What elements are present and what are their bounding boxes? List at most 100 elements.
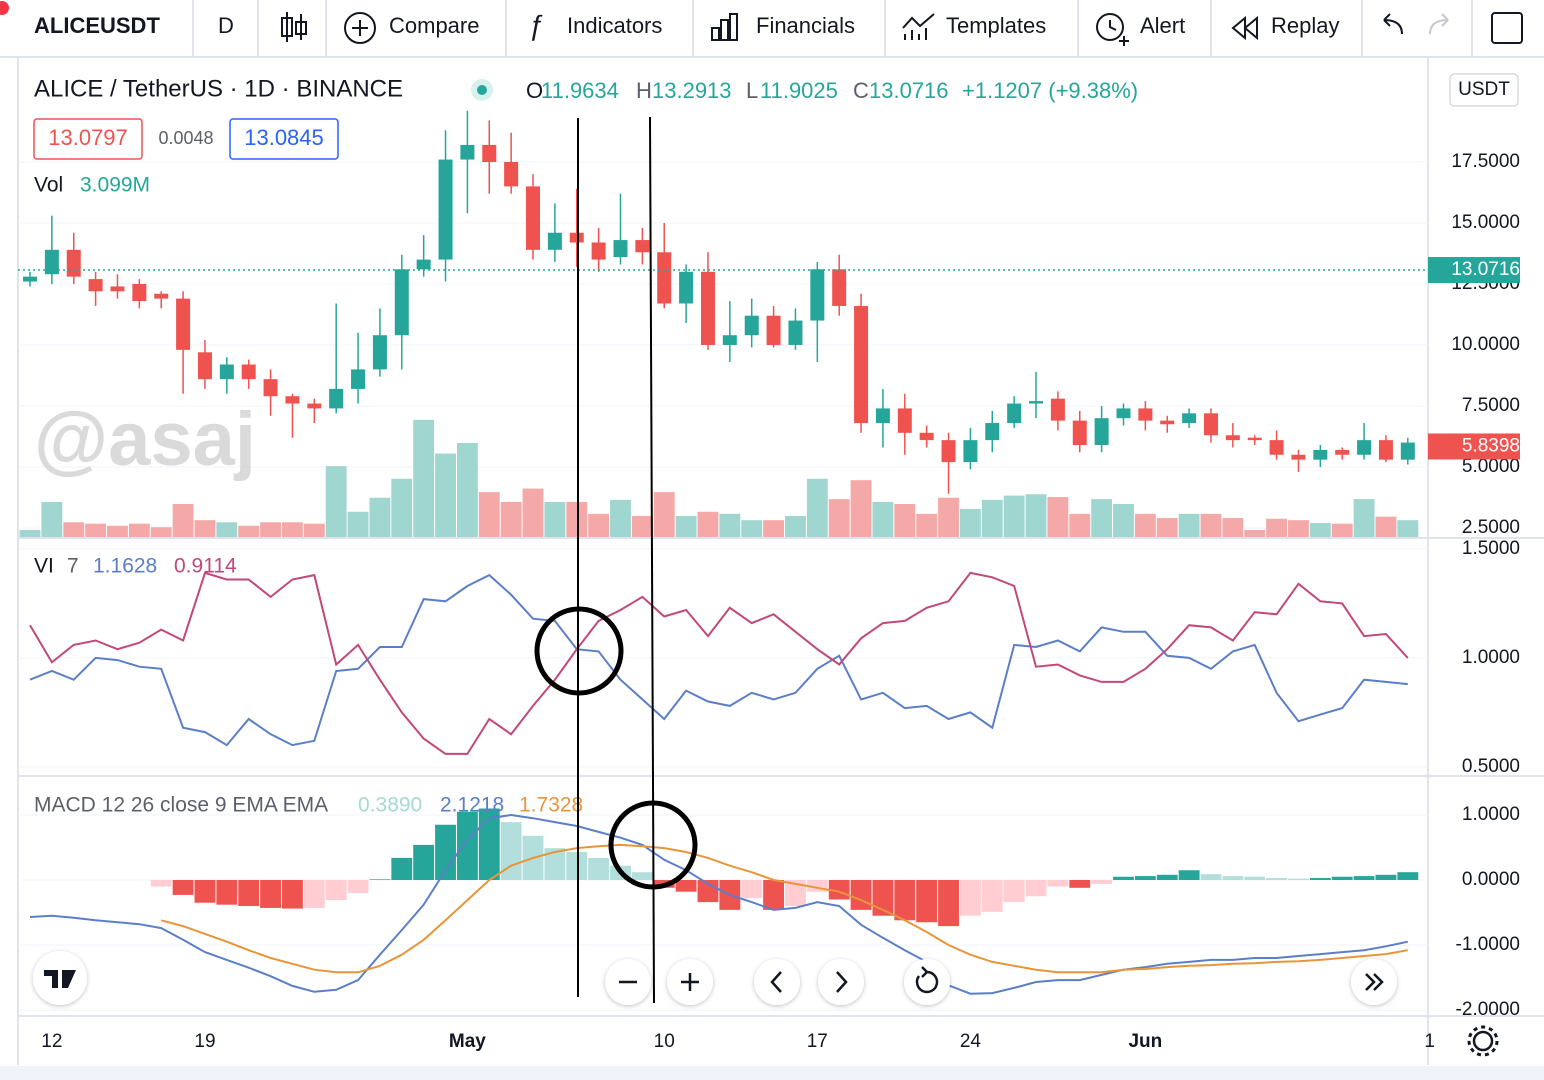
volume-label: Vol [34, 174, 63, 197]
macd-signal-value: 1.7328 [519, 794, 583, 817]
compare-button[interactable]: Compare [389, 13, 479, 38]
candle-body [1357, 440, 1372, 455]
ohlc-value: 13.2913 [652, 78, 732, 103]
change: +1.1207 (+9.38%) [962, 78, 1138, 103]
symbol[interactable]: ALICEUSDT [34, 13, 160, 38]
undo-icon[interactable] [1383, 13, 1403, 35]
histogram-bar [413, 844, 435, 880]
templates-icon[interactable] [902, 13, 935, 40]
candle-body [1138, 408, 1153, 421]
candle-body [941, 440, 956, 463]
layout-icon[interactable] [1491, 12, 1523, 44]
alert-button[interactable]: Alert [1140, 13, 1185, 38]
scroll-left-icon [770, 971, 782, 993]
reset[interactable] [904, 959, 950, 1005]
histogram-bar [1069, 879, 1091, 888]
histogram-bar [894, 879, 916, 921]
scroll-to-end-icon [1365, 973, 1384, 991]
volume-bar [216, 522, 238, 537]
candle-body [197, 352, 212, 380]
volume-bar [828, 499, 850, 537]
vi-plus-value: 1.1628 [93, 555, 157, 578]
scroll-right[interactable] [818, 959, 864, 1005]
volume-bar [1025, 494, 1047, 537]
macd-value: 2.1218 [440, 794, 504, 817]
volume-bar [369, 497, 391, 537]
histogram-bar [325, 879, 347, 901]
logo[interactable] [33, 951, 87, 1005]
histogram-bar [675, 879, 697, 892]
candle-body [722, 335, 737, 345]
volume-bar [456, 443, 478, 537]
interval[interactable]: D [218, 13, 234, 38]
histogram-bar [763, 879, 785, 910]
histogram-bar [1244, 876, 1266, 880]
candle-body [1116, 408, 1131, 419]
ohlc-label: C [853, 78, 869, 103]
candle-body [657, 252, 672, 304]
volume-bar [872, 501, 894, 537]
chart-style-icon[interactable] [281, 12, 307, 42]
compare-icon[interactable] [344, 12, 376, 44]
scroll-left[interactable] [754, 959, 800, 1005]
alert-icon[interactable] [1096, 13, 1129, 46]
histogram-bar [391, 857, 413, 880]
histogram-bar [806, 879, 828, 892]
replay-icon[interactable] [1231, 15, 1258, 41]
templates-button[interactable]: Templates [946, 13, 1046, 38]
y-tick-label: 0.5000 [1462, 756, 1520, 777]
price-label-box [1428, 257, 1520, 284]
bid[interactable]: 13.0797 [48, 125, 128, 150]
candle-body [788, 320, 803, 345]
candle-body [307, 403, 322, 409]
y-tick-label: 7.5000 [1462, 395, 1520, 416]
candle-body [66, 249, 81, 277]
indicators-icon[interactable]: ƒ [528, 9, 544, 40]
volume-bar [391, 478, 413, 537]
volume-bar [763, 520, 785, 537]
indicators-button[interactable]: Indicators [567, 13, 662, 38]
annotation-line [649, 116, 655, 1004]
volume-bar [719, 513, 741, 537]
histogram-bar [347, 879, 369, 893]
volume-bar [806, 478, 828, 537]
candle-body [1378, 440, 1393, 460]
currency-box[interactable] [1449, 73, 1519, 107]
settings[interactable] [1472, 1030, 1494, 1052]
candle-body [1225, 435, 1240, 441]
volume-bar [653, 492, 675, 537]
candle-body [1291, 454, 1306, 460]
histogram-bar [981, 879, 1003, 912]
histogram-bar [588, 857, 610, 880]
candle-body [547, 232, 562, 250]
financials-button[interactable]: Financials [756, 13, 855, 38]
x-tick-label: 12 [41, 1031, 62, 1052]
histogram-bar [1288, 878, 1309, 880]
volume-bar [41, 501, 63, 537]
y-tick-label: 17.5000 [1451, 151, 1520, 172]
histogram-bar [1003, 879, 1025, 903]
financials-icon[interactable] [711, 13, 738, 41]
candle-body [700, 271, 715, 345]
bid-box[interactable] [33, 118, 143, 160]
histogram-bar [1178, 870, 1200, 880]
ask[interactable]: 13.0845 [244, 125, 324, 150]
currency[interactable]: USDT [1458, 79, 1510, 100]
market-status-dot [477, 85, 487, 95]
ask-box[interactable] [229, 118, 339, 160]
vi-params: 7 [67, 555, 79, 578]
candle-body [963, 440, 978, 463]
histogram-bar [500, 822, 522, 880]
histogram-bar [959, 879, 981, 916]
redo-icon[interactable] [1429, 13, 1449, 35]
replay-button[interactable]: Replay [1271, 13, 1339, 38]
candle-body [285, 396, 300, 404]
histogram-bar [785, 879, 806, 906]
volume-bar [85, 523, 107, 537]
histogram-bar [1113, 876, 1134, 880]
candle-body [329, 388, 344, 409]
volume-bar [194, 520, 216, 537]
spread: 0.0048 [158, 128, 213, 148]
volume-bar [1134, 513, 1156, 537]
volume-bar [1156, 518, 1178, 537]
